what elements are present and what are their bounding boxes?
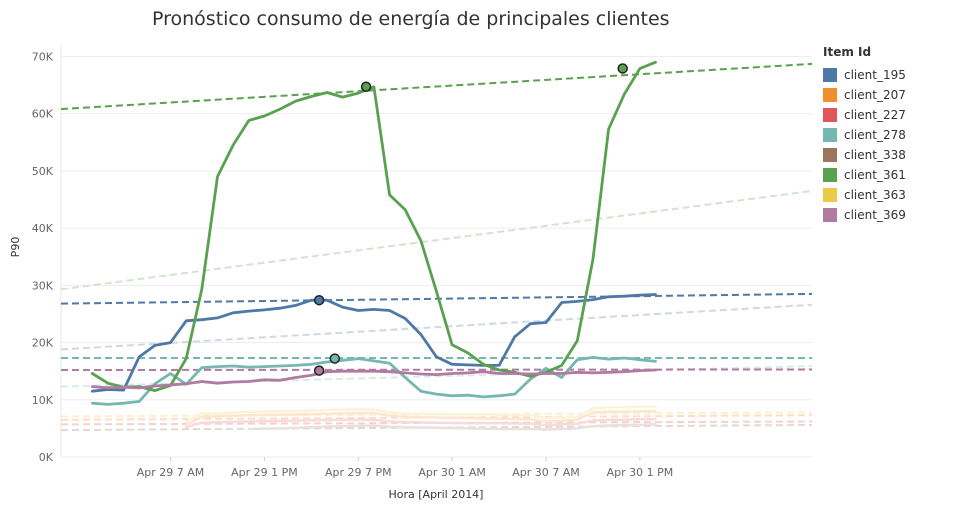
legend-swatch xyxy=(823,148,837,162)
point-marker-client-361 xyxy=(617,63,628,74)
y-axis-label: P90 xyxy=(9,237,22,258)
series-line-client-369 xyxy=(90,368,657,390)
legend-swatch xyxy=(823,108,837,122)
x-tick-label: Apr 29 1 PM xyxy=(231,466,298,479)
legend-label: client_227 xyxy=(844,108,906,122)
y-tick-label: 20K xyxy=(32,337,54,350)
axes: 0K 10K 20K 30K 40K 50K 60K 70K Apr 29 7 AM Apr 29… xyxy=(32,50,673,479)
trend-line-client-361-light xyxy=(60,189,813,291)
legend-swatch xyxy=(823,168,837,182)
legend-label: client_338 xyxy=(844,148,906,162)
series-line-client-278 xyxy=(90,355,657,406)
legend-items: client_195 client_207 client_227 client_278… xyxy=(823,65,906,225)
legend-item-client-361[interactable]: client_361 xyxy=(823,165,906,185)
y-tick-label: 60K xyxy=(32,108,54,121)
legend-label: client_278 xyxy=(844,128,906,142)
trend-line-client-369 xyxy=(60,368,813,372)
point-marker-client-278 xyxy=(329,353,341,364)
legend-item-client-195[interactable]: client_195 xyxy=(823,65,906,85)
x-tick-label: Apr 29 7 PM xyxy=(325,466,392,479)
x-tick-label: Apr 29 7 AM xyxy=(137,466,205,479)
legend-swatch xyxy=(823,68,837,82)
gridlines xyxy=(60,45,812,458)
series-line-client-361 xyxy=(90,60,657,393)
point-marker-client-195 xyxy=(313,294,325,306)
legend-item-client-227[interactable]: client_227 xyxy=(823,105,906,125)
trend-line-client-195-light xyxy=(60,303,813,351)
legend-label: client_195 xyxy=(844,68,906,82)
legend-item-client-278[interactable]: client_278 xyxy=(823,125,906,145)
y-tick-label: 30K xyxy=(32,279,54,292)
legend-label: client_361 xyxy=(844,168,906,182)
legend-swatch xyxy=(823,128,837,142)
legend-item-client-363[interactable]: client_363 xyxy=(823,185,906,205)
point-markers xyxy=(313,63,628,376)
point-marker-client-361 xyxy=(360,81,372,93)
series-line-client-227 xyxy=(184,417,657,429)
legend-label: client_363 xyxy=(844,188,906,202)
y-tick-label: 40K xyxy=(32,222,54,235)
legend-item-client-338[interactable]: client_338 xyxy=(823,145,906,165)
x-tick-label: Apr 30 1 PM xyxy=(607,466,674,479)
x-tick-label: Apr 30 1 AM xyxy=(418,466,486,479)
legend-swatch xyxy=(823,88,837,102)
legend-swatch xyxy=(823,208,837,222)
series-line-client-207 xyxy=(184,409,657,427)
y-tick-label: 70K xyxy=(32,50,54,63)
point-marker-client-369 xyxy=(313,365,325,376)
legend: Item Id client_195 client_207 client_227 cl… xyxy=(823,45,906,225)
legend-item-client-369[interactable]: client_369 xyxy=(823,205,906,225)
series-lines xyxy=(90,60,657,431)
legend-item-client-207[interactable]: client_207 xyxy=(823,85,906,105)
chart-title: Pronóstico consumo de energía de princip… xyxy=(152,8,670,30)
series-line-client-338 xyxy=(247,423,657,431)
legend-title: Item Id xyxy=(823,45,872,59)
series-line-client-363 xyxy=(184,405,657,423)
legend-label: client_207 xyxy=(844,88,906,102)
y-tick-label: 0K xyxy=(39,451,54,464)
legend-label: client_369 xyxy=(844,208,906,222)
y-tick-label: 10K xyxy=(32,394,54,407)
legend-swatch xyxy=(823,188,837,202)
x-axis-label: Hora [April 2014] xyxy=(389,488,484,501)
trend-line-client-361 xyxy=(60,62,813,111)
x-tick-label: Apr 30 7 AM xyxy=(512,466,580,479)
series-line-client-195 xyxy=(90,293,657,393)
y-tick-label: 50K xyxy=(32,165,54,178)
trend-line-client-195 xyxy=(60,292,813,305)
